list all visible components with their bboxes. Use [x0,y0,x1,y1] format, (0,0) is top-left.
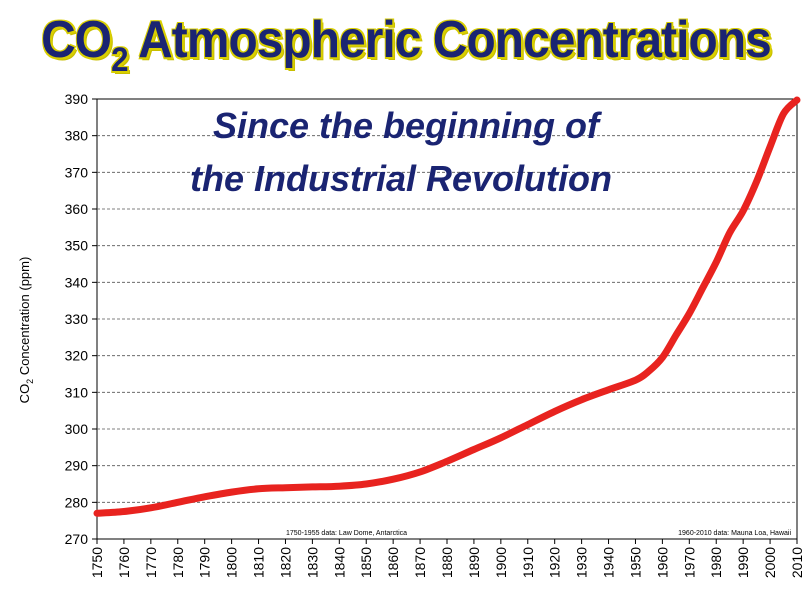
grid-lines [97,135,797,503]
y-tick-label: 380 [65,128,89,144]
x-tick-label: 1910 [520,547,536,578]
x-tick-label: 1850 [358,547,374,578]
x-tick-labels: 1750 1760 1770 1780 1790 1800 1810 1820 1830 1840… [89,539,805,578]
co2-series-line [93,96,801,517]
x-tick-label: 1940 [601,547,617,578]
y-tick-label: 330 [65,311,89,327]
x-tick-label: 1860 [385,547,401,578]
y-tick-label: 270 [65,531,89,547]
y-tick-label: 340 [65,274,89,290]
y-tick-label: 370 [65,164,89,180]
y-tick-labels: 270 280 290 300 310 320 330 340 350 360 370 380 390 [65,91,97,547]
x-tick-label: 1980 [708,547,724,578]
x-tick-label: 1970 [681,547,697,578]
x-tick-label: 1770 [143,547,159,578]
x-tick-label: 1890 [466,547,482,578]
y-tick-label: 300 [65,421,89,437]
x-tick-label: 1760 [116,547,132,578]
y-axis-label: CO2 Concentration (ppm) [17,257,35,404]
x-tick-label: 1900 [493,547,509,578]
x-tick-label: 1840 [331,547,347,578]
x-tick-label: 2000 [762,547,778,578]
x-tick-label: 1880 [439,547,455,578]
annotation-mauna-loa: 1960-2010 data: Mauna Loa, Hawaii [678,530,791,537]
x-tick-label: 1810 [251,547,267,578]
x-tick-label: 2010 [789,547,805,578]
x-tick-label: 1990 [735,547,751,578]
x-tick-label: 1960 [654,547,670,578]
x-tick-label: 1820 [277,547,293,578]
y-tick-label: 320 [65,348,89,364]
y-tick-label: 290 [65,458,89,474]
y-tick-label: 390 [65,91,89,107]
title-rest: Atmospheric Concentrations [127,11,772,69]
y-axis-label-rest: Concentration (ppm) [17,257,32,379]
chart-title: CO2 Atmospheric Concentrations [32,0,779,86]
x-tick-label: 1950 [627,547,643,578]
annotation-law-dome: 1750-1955 data: Law Dome, Antarctica [286,530,407,537]
y-tick-label: 310 [65,384,89,400]
x-tick-label: 1870 [412,547,428,578]
y-tick-label: 360 [65,201,89,217]
title-subscript: 2 [111,41,128,79]
x-tick-label: 1750 [89,547,105,578]
x-tick-label: 1830 [304,547,320,578]
y-axis-label-co: CO [17,384,32,404]
title-co: CO [41,11,112,69]
x-tick-label: 1800 [224,547,240,578]
x-tick-label: 1780 [170,547,186,578]
subtitle-line-1: Since the beginning of [213,105,602,146]
x-tick-label: 1920 [547,547,563,578]
y-tick-label: 350 [65,238,89,254]
subtitle-line-2: the Industrial Revolution [190,158,612,199]
x-tick-label: 1930 [574,547,590,578]
x-tick-label: 1790 [197,547,213,578]
y-axis-label-subscript: 2 [25,379,35,384]
y-tick-label: 280 [65,494,89,510]
